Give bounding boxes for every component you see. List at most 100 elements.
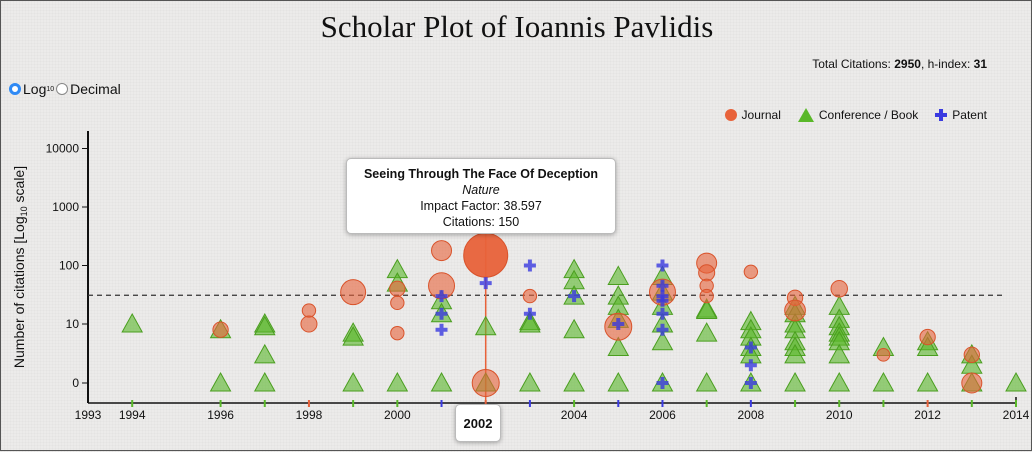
- conference-point: [121, 312, 144, 333]
- legend-item-journal[interactable]: Journal: [724, 108, 781, 122]
- conference-point: [828, 371, 851, 392]
- y-axis-title: Number of citations [Log10 scale]: [11, 166, 29, 368]
- journal-point: [212, 321, 229, 338]
- journal-point: [699, 288, 714, 304]
- journal-point: [698, 264, 716, 282]
- y-tick-label: 1000: [52, 200, 79, 214]
- journal-point: [919, 328, 936, 346]
- patent-point: [435, 290, 448, 303]
- x-tick-label: 1998: [296, 408, 323, 422]
- x-tick-label: 1994: [119, 408, 146, 422]
- journal-point: [830, 280, 848, 298]
- highlight-year-badge: 2002: [455, 404, 501, 442]
- conference-point: [651, 330, 674, 351]
- decimal-scale-option[interactable]: Decimal: [56, 81, 121, 97]
- chart-title: Scholar Plot of Ioannis Pavlidis: [320, 9, 714, 44]
- conference-point: [430, 371, 453, 392]
- journal-point: [389, 280, 406, 297]
- conference-point: [607, 371, 630, 392]
- conference-point: [916, 336, 939, 356]
- log-scale-label: Log: [23, 81, 47, 97]
- journal-point: [522, 288, 538, 304]
- conference-point: [1005, 371, 1027, 392]
- conference-point: [253, 315, 276, 336]
- tooltip-journal: Nature: [462, 183, 500, 197]
- x-tick-label: 2006: [649, 408, 676, 422]
- conference-point: [386, 371, 409, 392]
- conference-point: [784, 343, 806, 364]
- conference-point: [828, 343, 851, 364]
- patent-point: [656, 307, 669, 320]
- patent-point: [479, 277, 492, 290]
- patent-point: [435, 307, 448, 320]
- conference-point: [519, 371, 541, 392]
- patent-point: [656, 377, 669, 389]
- patent-point: [656, 279, 669, 292]
- total-citations-value: 2950: [894, 57, 921, 71]
- patent-point: [612, 318, 625, 330]
- conference-point: [342, 326, 364, 346]
- patent-point: [568, 290, 581, 303]
- y-tick-label: 100: [59, 259, 79, 273]
- conference-triangle-icon: [797, 108, 814, 122]
- legend-item-patent[interactable]: Patent: [934, 108, 987, 122]
- journal-point: [431, 240, 453, 262]
- conference-point: [253, 343, 276, 364]
- conference-point: [563, 371, 585, 392]
- conference-point: [872, 371, 895, 392]
- conference-point: [209, 371, 232, 392]
- conference-point: [695, 371, 718, 392]
- conference-point: [695, 299, 718, 320]
- patent-point: [656, 323, 669, 336]
- patent-point: [744, 341, 757, 354]
- patent-point: [656, 294, 669, 307]
- legend-item-conference[interactable]: Conference / Book: [797, 107, 918, 123]
- x-tick-label: 1996: [207, 408, 234, 422]
- y-tick-label: 0: [72, 376, 79, 390]
- journal-point: [390, 295, 405, 311]
- log-scale-radio[interactable]: [9, 83, 21, 95]
- legend-label-patent: Patent: [952, 108, 987, 122]
- decimal-scale-radio[interactable]: [56, 83, 69, 95]
- y-tick-label: 10000: [46, 142, 80, 156]
- patent-point: [744, 377, 757, 389]
- patent-point: [523, 307, 536, 320]
- scale-toggle: Log 10 Decimal: [9, 81, 123, 97]
- x-tick-label: 2012: [914, 408, 941, 422]
- conference-point: [695, 322, 718, 342]
- x-tick-label: 1993: [75, 408, 102, 422]
- tooltip-citations: Citations: 150: [442, 215, 520, 229]
- patent-plus-icon: [935, 109, 948, 121]
- patent-point: [523, 259, 536, 272]
- tooltip-impact-factor: Impact Factor: 38.597: [420, 199, 542, 213]
- journal-point: [743, 264, 759, 279]
- journal-point: [471, 369, 500, 397]
- conference-point: [916, 371, 939, 392]
- h-index-label: , h-index:: [920, 57, 971, 71]
- legend-label-conference: Conference / Book: [818, 108, 919, 122]
- journal-point: [784, 299, 806, 322]
- journal-point: [301, 303, 317, 318]
- y-tick-label: 10: [66, 317, 80, 331]
- x-tick-label: 2014: [1003, 408, 1030, 422]
- journal-point: [390, 325, 405, 341]
- journal-circle-icon: [724, 109, 737, 121]
- x-tick-label: 2004: [561, 408, 588, 422]
- log-scale-subscript: 10: [46, 85, 55, 93]
- legend: Journal Conference / Book Patent: [708, 107, 987, 123]
- conference-point: [784, 371, 806, 392]
- x-tick-label: 2008: [738, 408, 765, 422]
- x-tick-label: 2010: [826, 408, 853, 422]
- decimal-scale-label: Decimal: [70, 81, 121, 97]
- conference-point: [607, 336, 630, 356]
- x-tick-label: 2000: [384, 408, 411, 422]
- journal-point: [340, 279, 367, 306]
- conference-point: [474, 315, 497, 336]
- publication-tooltip: Seeing Through The Face Of Deception Nat…: [346, 158, 616, 234]
- conference-point: [519, 312, 541, 333]
- conference-point: [563, 318, 585, 339]
- highlighted-journal-point: [463, 232, 509, 278]
- patent-point: [744, 359, 757, 372]
- journal-point: [961, 372, 983, 394]
- log-scale-option[interactable]: Log 10: [9, 81, 54, 97]
